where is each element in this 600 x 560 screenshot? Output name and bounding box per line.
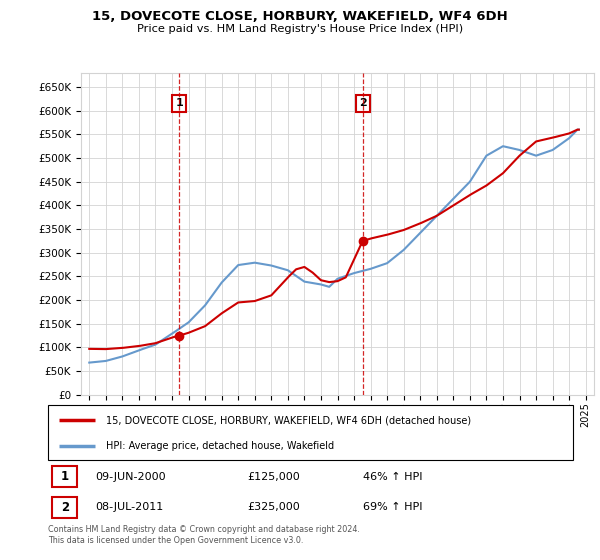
Text: 1: 1 <box>61 470 69 483</box>
Text: 2: 2 <box>61 501 69 514</box>
FancyBboxPatch shape <box>52 497 77 518</box>
Text: HPI: Average price, detached house, Wakefield: HPI: Average price, detached house, Wake… <box>106 441 334 450</box>
Text: Contains HM Land Registry data © Crown copyright and database right 2024.
This d: Contains HM Land Registry data © Crown c… <box>48 525 360 545</box>
Text: 69% ↑ HPI: 69% ↑ HPI <box>363 502 422 512</box>
Text: £125,000: £125,000 <box>248 472 300 482</box>
Text: 15, DOVECOTE CLOSE, HORBURY, WAKEFIELD, WF4 6DH (detached house): 15, DOVECOTE CLOSE, HORBURY, WAKEFIELD, … <box>106 416 471 425</box>
Text: £325,000: £325,000 <box>248 502 300 512</box>
Text: 1: 1 <box>175 99 183 109</box>
Text: 09-JUN-2000: 09-JUN-2000 <box>95 472 166 482</box>
FancyBboxPatch shape <box>48 405 573 460</box>
FancyBboxPatch shape <box>52 466 77 487</box>
Text: 2: 2 <box>359 99 367 109</box>
Text: 46% ↑ HPI: 46% ↑ HPI <box>363 472 422 482</box>
Text: 08-JUL-2011: 08-JUL-2011 <box>95 502 163 512</box>
Text: 15, DOVECOTE CLOSE, HORBURY, WAKEFIELD, WF4 6DH: 15, DOVECOTE CLOSE, HORBURY, WAKEFIELD, … <box>92 10 508 23</box>
Text: Price paid vs. HM Land Registry's House Price Index (HPI): Price paid vs. HM Land Registry's House … <box>137 24 463 34</box>
